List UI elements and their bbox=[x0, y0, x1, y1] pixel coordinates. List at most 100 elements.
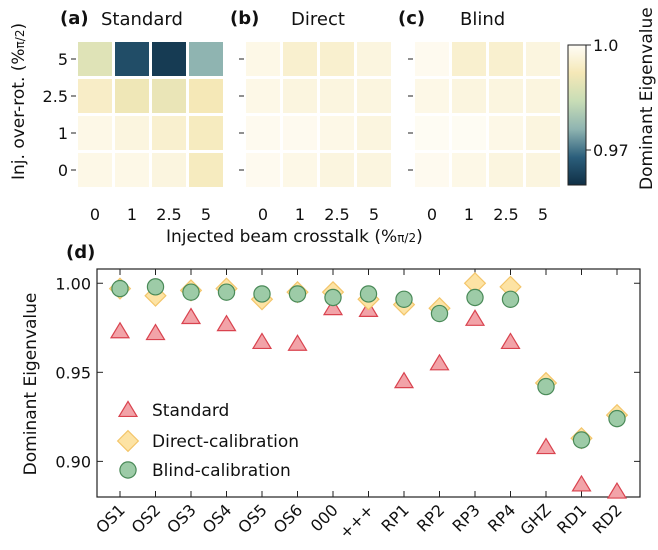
panel-label-a: (a) bbox=[60, 8, 89, 29]
heatmap-x-tick-label: 1 bbox=[295, 205, 305, 224]
panel-label-b: (b) bbox=[230, 8, 259, 29]
heatmap-cell bbox=[357, 153, 391, 187]
colorbar-label: Dominant Eigenvalue bbox=[637, 7, 657, 190]
heatmap-x-tick-label: 1 bbox=[464, 205, 474, 224]
heatmap-cell bbox=[246, 153, 280, 187]
heatmap-cell bbox=[283, 153, 317, 187]
heatmap-cell bbox=[246, 116, 280, 150]
standard-point bbox=[145, 323, 166, 341]
scatter-x-tick-label: OS5 bbox=[234, 500, 271, 537]
standard-point bbox=[429, 353, 450, 371]
standard-point bbox=[180, 307, 202, 325]
heatmap-x-tick-label: 5 bbox=[201, 205, 211, 224]
heatmap-cell bbox=[320, 42, 354, 76]
heatmap-cell bbox=[152, 79, 186, 113]
scatter-x-tick-label: OS4 bbox=[199, 500, 236, 537]
standard-point bbox=[393, 371, 415, 389]
heatmap-cell bbox=[357, 42, 391, 76]
scatter-y-tick-label: 0.95 bbox=[55, 363, 91, 382]
heatmap-x-tick-label: 2.5 bbox=[324, 205, 349, 224]
heatmap-y-tick-label: 5 bbox=[58, 50, 68, 69]
heatmap-x-tick-label: 0 bbox=[258, 205, 268, 224]
heatmap-x-tick-label: 2.5 bbox=[493, 205, 518, 224]
panel-label-c: (c) bbox=[398, 8, 425, 29]
standard-point bbox=[287, 334, 308, 351]
colorbar-tick-label-bottom: 0.97 bbox=[593, 141, 629, 160]
colorbar-tick-label-top: 1.0 bbox=[593, 36, 618, 55]
heatmap-cell bbox=[115, 153, 149, 187]
heatmap-y-tick-label: 1 bbox=[58, 124, 68, 143]
legend-marker-standard bbox=[117, 400, 139, 418]
heatmap-cell bbox=[526, 79, 560, 113]
heatmap-cell bbox=[246, 42, 280, 76]
heatmap-cell bbox=[152, 116, 186, 150]
standard-point bbox=[571, 474, 592, 492]
scatter-points bbox=[108, 272, 629, 499]
legend-label-standard: Standard bbox=[152, 401, 229, 421]
heatmap-panel-direct: 0 1 2.5 5 bbox=[239, 42, 391, 224]
heatmap-cell bbox=[526, 42, 560, 76]
blind-calibration-point bbox=[111, 279, 129, 298]
scatter-x-tick-label: RD2 bbox=[589, 500, 626, 537]
heatmap-title-standard: Standard bbox=[101, 9, 183, 30]
scatter-ylabel: Dominant Eigenvalue bbox=[21, 293, 41, 476]
heatmap-cell bbox=[78, 79, 112, 113]
heatmap-cell bbox=[115, 79, 149, 113]
heatmap-x-tick-label: 5 bbox=[538, 205, 548, 224]
blind-calibration-point bbox=[395, 290, 413, 308]
heatmap-cell bbox=[78, 42, 112, 76]
legend-label-blind-calibration: Blind-calibration bbox=[152, 461, 291, 481]
blind-calibration-point bbox=[359, 285, 378, 303]
heatmap-cell bbox=[246, 79, 280, 113]
heatmap-x-tick-label: 1 bbox=[127, 205, 137, 224]
heatmap-cell bbox=[189, 116, 223, 150]
heatmap-cell bbox=[357, 79, 391, 113]
blind-calibration-point bbox=[537, 377, 555, 396]
legend-marker-direct-calibration bbox=[116, 429, 140, 453]
heatmap-cell bbox=[283, 116, 317, 150]
scatter-y-tick-label: 1.00 bbox=[55, 274, 91, 293]
heatmap-ylabel: Inj. over-rot. (%π/2) bbox=[9, 23, 29, 180]
standard-point bbox=[606, 481, 628, 499]
blind-calibration-point bbox=[572, 431, 591, 449]
scatter-x-tick-label: OS6 bbox=[270, 500, 307, 537]
heatmap-cell bbox=[526, 116, 560, 150]
scatter-x-tick-label: RP3 bbox=[449, 500, 484, 535]
heatmap-x-tick-label: 2.5 bbox=[156, 205, 181, 224]
heatmap-cell bbox=[115, 116, 149, 150]
legend-marker-blind-calibration bbox=[119, 461, 137, 479]
heatmap-cell bbox=[415, 153, 449, 187]
heatmap-cell bbox=[115, 42, 149, 76]
colorbar: 1.0 0.97 Dominant Eigenvalue bbox=[567, 7, 657, 190]
heatmap-cell bbox=[489, 153, 523, 187]
heatmap-x-tick-label: 0 bbox=[90, 205, 100, 224]
heatmap-x-tick-label: 5 bbox=[369, 205, 379, 224]
heatmap-xlabel: Injected beam crosstalk (%π/2) bbox=[166, 227, 423, 247]
scatter-y-tick-label: 0.90 bbox=[55, 452, 91, 471]
heatmap-cell bbox=[152, 42, 186, 76]
scatter-x-tick-label: RP2 bbox=[413, 500, 448, 535]
heatmap-cell bbox=[452, 116, 486, 150]
blind-calibration-point bbox=[430, 304, 449, 323]
heatmap-cell bbox=[415, 79, 449, 113]
heatmap-cell bbox=[452, 153, 486, 187]
scatter-x-tick-label: RD1 bbox=[553, 500, 590, 537]
heatmap-cell bbox=[189, 79, 223, 113]
heatmap-cell bbox=[489, 116, 523, 150]
blind-calibration-point bbox=[466, 288, 484, 307]
heatmap-y-tick-label: 2.5 bbox=[43, 87, 68, 106]
blind-calibration-point bbox=[253, 285, 271, 303]
heatmap-x-tick-label: 0 bbox=[427, 205, 437, 224]
heatmap-cell bbox=[189, 42, 223, 76]
heatmap-panel-blind: 0 1 2.5 5 bbox=[408, 42, 560, 224]
heatmap-cell bbox=[320, 153, 354, 187]
heatmap-title-blind: Blind bbox=[460, 9, 505, 30]
heatmap-cell bbox=[320, 116, 354, 150]
heatmap-panel-standard: 0 1 2.5 5 5 2.5 1 0 bbox=[43, 42, 223, 224]
heatmap-cell bbox=[526, 153, 560, 187]
blind-calibration-point bbox=[608, 409, 626, 428]
standard-point bbox=[500, 332, 521, 350]
heatmap-cell bbox=[415, 116, 449, 150]
heatmap-y-tick-label: 0 bbox=[58, 161, 68, 180]
